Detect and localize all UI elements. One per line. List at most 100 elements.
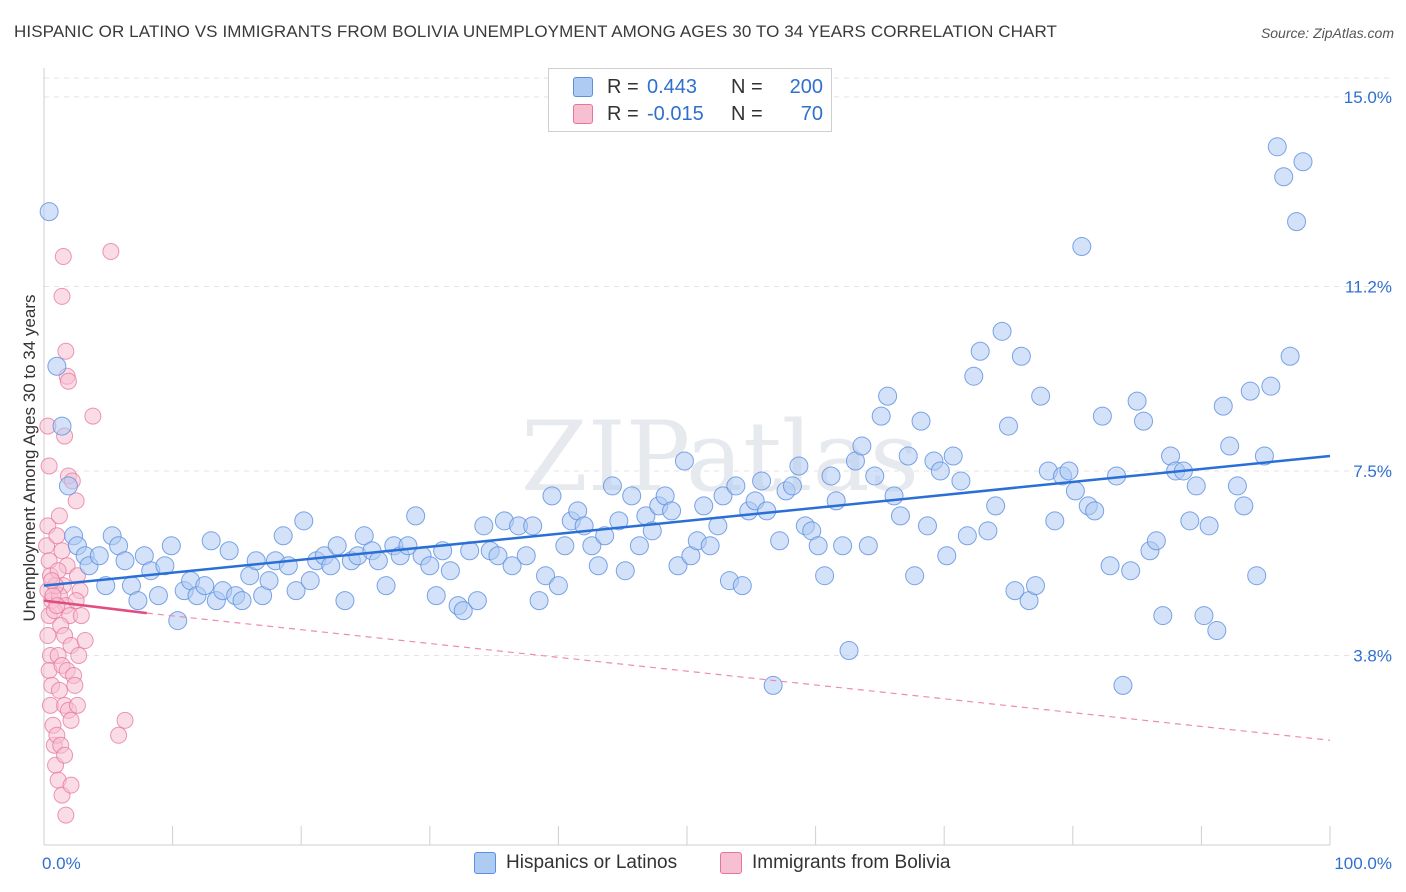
hispanic-point (1227, 476, 1247, 496)
legend-n-value: 200 (789, 75, 823, 98)
hispanic-point (286, 581, 306, 601)
bolivia-point (62, 776, 80, 794)
hispanic-point (1085, 501, 1105, 521)
hispanic-point (1254, 446, 1274, 466)
legend-label-hispanic: Hispanics or Latinos (506, 852, 678, 873)
bolivia-points (38, 243, 134, 824)
hispanic-point (58, 476, 78, 496)
hispanic-point (986, 496, 1006, 516)
bolivia-point (50, 681, 68, 699)
hispanic-point (406, 506, 426, 526)
bolivia-point (102, 243, 120, 261)
legend-row-hispanic: R = 0.443 N = 200 (573, 74, 823, 100)
hispanic-point (1113, 675, 1133, 695)
hispanic-point (96, 576, 116, 596)
legend-r-value: -0.015 (647, 102, 704, 125)
hispanic-point (622, 486, 642, 506)
hispanic-point (865, 466, 885, 486)
hispanic-point (970, 341, 990, 361)
hispanic-point (1031, 386, 1051, 406)
hispanic-point (426, 586, 446, 606)
hispanic-trend-line (43, 454, 1331, 587)
hispanic-point (1092, 406, 1112, 426)
bottom-legend-bolivia[interactable]: Immigrants from Bolivia (720, 852, 951, 874)
hispanic-point (1261, 376, 1281, 396)
bolivia-point (39, 627, 57, 645)
hispanic-point (878, 386, 898, 406)
hispanic-point (808, 536, 828, 556)
hispanic-point (821, 466, 841, 486)
hispanic-point (1267, 137, 1287, 157)
hispanic-point (978, 521, 998, 541)
trend-lines (43, 454, 1331, 741)
hispanic-point (335, 591, 355, 611)
hispanic-point (992, 321, 1012, 341)
hispanic-point (168, 611, 188, 631)
hispanic-point (502, 556, 522, 576)
hispanic-point (420, 556, 440, 576)
hispanic-point (321, 556, 341, 576)
hispanic-point (763, 675, 783, 695)
bolivia-point (54, 248, 72, 266)
bottom-legend-hispanic[interactable]: Hispanics or Latinos (474, 852, 677, 874)
hispanic-point (964, 366, 984, 386)
hispanic-point (884, 486, 904, 506)
hispanic-point (440, 561, 460, 581)
hispanic-point (488, 546, 508, 566)
hispanic-point (555, 536, 575, 556)
hispanic-point (1207, 621, 1227, 641)
hispanic-point (905, 566, 925, 586)
hispanic-point (937, 546, 957, 566)
hispanic-point (474, 516, 494, 536)
bolivia-point (41, 696, 59, 714)
hispanic-point (1234, 496, 1254, 516)
bolivia-trend-extension (146, 612, 1331, 741)
hispanic-point (1127, 391, 1147, 411)
hispanic-point (615, 561, 635, 581)
bolivia-point (57, 806, 75, 824)
legend-n-label: N = (731, 102, 763, 125)
hispanic-point (752, 471, 772, 491)
hispanic-point (890, 506, 910, 526)
hispanic-point (1240, 381, 1260, 401)
hispanic-point (516, 546, 536, 566)
hispanic-point (467, 591, 487, 611)
bolivia-point (76, 632, 94, 650)
hispanic-point (201, 531, 221, 551)
hispanic-point (1059, 461, 1079, 481)
y-tick-label: 3.8% (1353, 646, 1392, 665)
hispanic-point (1180, 511, 1200, 531)
hispanic-point (642, 521, 662, 541)
hispanic-point (1220, 436, 1240, 456)
hispanic-point (548, 576, 568, 596)
legend-swatch-pink (720, 852, 742, 874)
hispanic-point (833, 536, 853, 556)
bolivia-point (110, 726, 128, 744)
hispanic-point (726, 476, 746, 496)
hispanic-point (1293, 152, 1313, 172)
hispanic-point (951, 471, 971, 491)
hispanic-point (1026, 576, 1046, 596)
hispanic-point (259, 571, 279, 591)
axes (43, 68, 1331, 846)
bolivia-point (50, 507, 68, 525)
hispanic-point (943, 446, 963, 466)
legend-swatch-blue (573, 77, 593, 97)
y-axis-label: Unemployment Among Ages 30 to 34 years (20, 294, 39, 622)
hispanic-point (376, 576, 396, 596)
hispanic-point (1005, 581, 1025, 601)
hispanic-point (273, 526, 293, 546)
hispanic-point (1100, 556, 1120, 576)
hispanic-point (789, 456, 809, 476)
hispanic-point (1065, 481, 1085, 501)
hispanic-point (354, 526, 374, 546)
hispanic-point (232, 591, 252, 611)
bolivia-point (72, 607, 90, 625)
hispanic-point (839, 641, 859, 661)
hispanic-point (52, 416, 72, 436)
hispanic-point (1011, 346, 1031, 366)
hispanic-point (1153, 606, 1173, 626)
bolivia-point (62, 711, 80, 729)
y-tick-label: 7.5% (1353, 462, 1392, 481)
hispanic-point (89, 546, 109, 566)
